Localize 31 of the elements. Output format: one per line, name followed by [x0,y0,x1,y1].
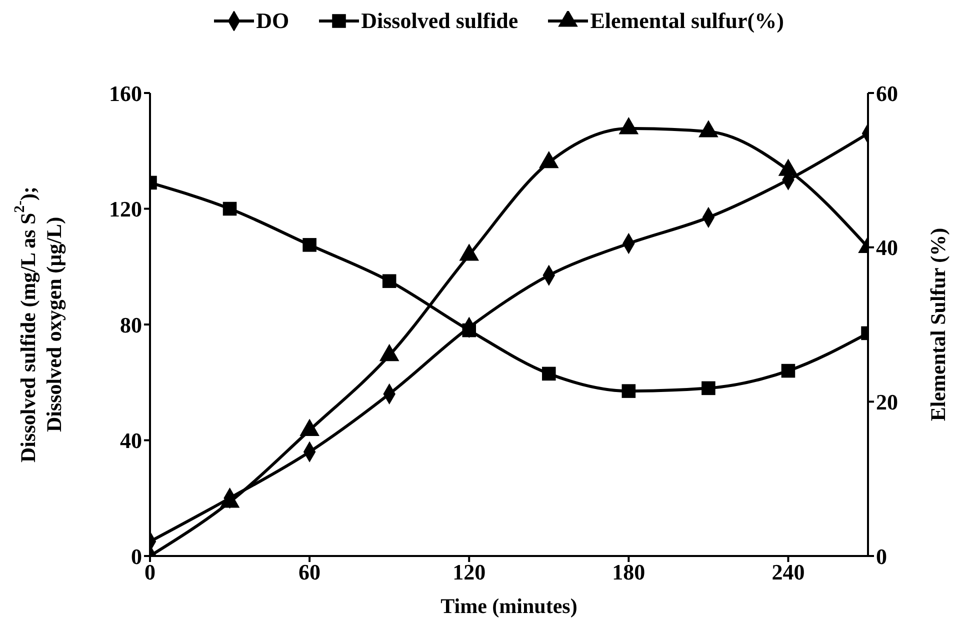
point [698,120,718,138]
y-tick-label: 80 [120,312,142,338]
legend-label: Elemental sulfur(%) [590,8,784,34]
x-tick-label: 240 [772,560,805,585]
y-tick-label: 0 [131,544,142,569]
y2-axis-title: Elemental Sulfur (%) [926,228,950,422]
y2-tick-label: 60 [876,80,898,106]
point [300,418,320,436]
y-tick-label: 40 [120,428,142,454]
point [459,244,480,261]
legend-label: DO [256,8,290,34]
y2-tick-label: 20 [876,389,898,414]
point [622,384,636,398]
x-tick-label: 180 [612,560,646,585]
x-tick-label: 120 [452,560,486,585]
point [222,202,237,216]
y-tick-label: 160 [109,80,142,106]
point [781,364,796,378]
y-tick-label: 120 [109,196,142,222]
legend-label: Dissolved sulfide [361,8,518,34]
point [618,117,639,134]
point [702,381,716,396]
x-tick-label: 60 [298,560,321,585]
point [379,344,400,362]
y2-tick-label: 0 [876,544,887,569]
point [382,274,396,288]
y2-tick-label: 40 [876,235,898,260]
point [542,366,556,381]
point [302,238,316,252]
point [538,151,559,168]
x-axis-title: Time (minutes) [440,594,578,618]
